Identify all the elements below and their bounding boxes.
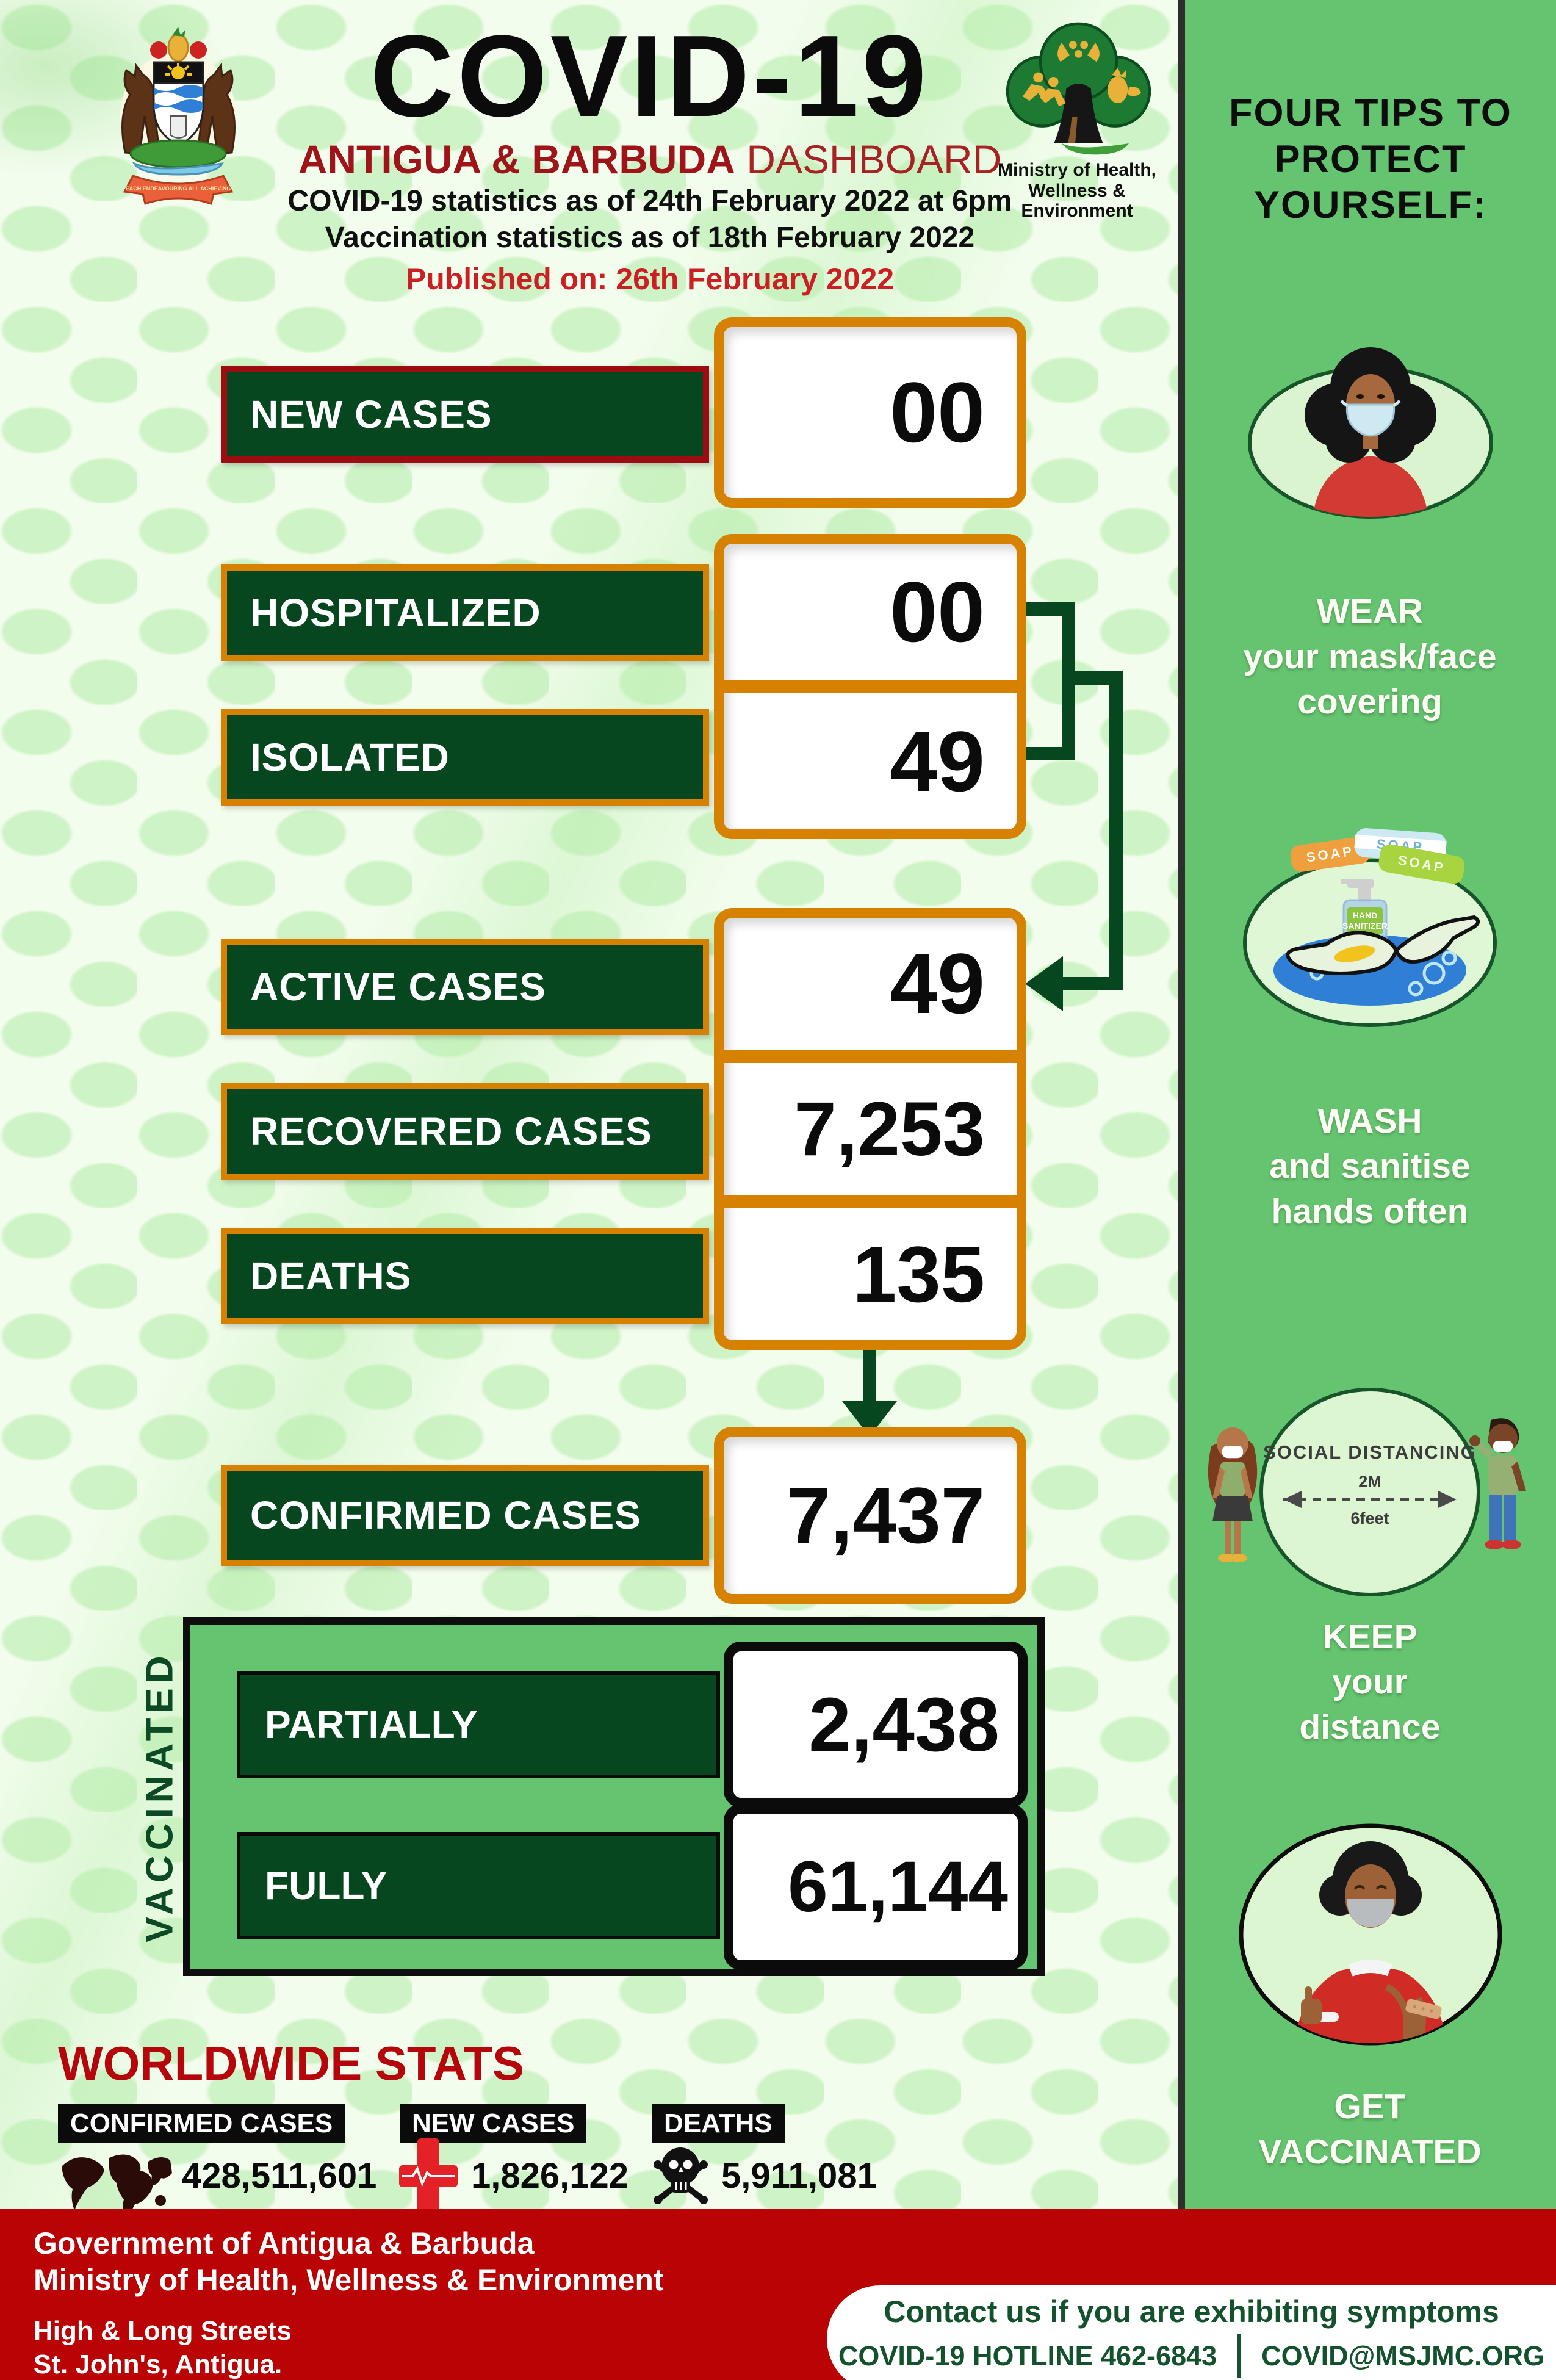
skull-crossbones-icon [654, 2147, 708, 2204]
contact-title: Contact us if you are exhibiting symptom… [884, 2295, 1499, 2329]
worldwide-deaths-value: 5,911,081 [721, 2155, 877, 2196]
distancing-man-figure [1469, 1418, 1526, 1549]
social-distancing-illustration: SOCIAL DISTANCING 2M 6feet [1208, 1388, 1526, 1596]
footer-ministry-line: Ministry of Health, Wellness & Environme… [34, 2263, 664, 2297]
isolated-label: ISOLATED [221, 709, 709, 806]
subtitle-dashboard: DASHBOARD [735, 137, 1002, 182]
antigua-barbuda-coat-of-arms-icon: EACH ENDEAVOURING ALL ACHIEVING [120, 27, 236, 205]
isolated-value: 49 [890, 713, 985, 809]
world-map-icon [62, 2154, 172, 2215]
confirmed-cases-label: CONFIRMED CASES [221, 1465, 709, 1566]
worldwide-deaths-chip: DEATHS [652, 2104, 785, 2143]
confirmed-cases-value-box: 7,437 [714, 1427, 1026, 1604]
connector-rail [1109, 671, 1123, 990]
worldwide-stats-title: WORLDWIDE STATS [58, 2036, 525, 2090]
deaths-value: 135 [852, 1230, 985, 1319]
ministry-logo-caption: Ministry of Health, Wellness & Environme… [997, 160, 1157, 222]
worldwide-new-value: 1,826,122 [471, 2155, 629, 2196]
worldwide-confirmed-chip: CONFIRMED CASES [58, 2104, 345, 2143]
wash-hands-illustration: SOAP SOAP SOAP HAND SANITIZER [1243, 828, 1497, 1027]
connector-step [1062, 671, 1123, 685]
partially-vaccinated-value-box: 2,438 [724, 1642, 1028, 1808]
connector-active-line [1059, 977, 1123, 990]
tips-heading: FOUR TIPS TO PROTECT YOURSELF: [1229, 92, 1512, 227]
active-recovered-deaths-value-box: 49 7,253 135 [714, 908, 1026, 1350]
vaccinated-side-label: VACCINATED [139, 1651, 181, 1942]
svg-text:SANITIZER: SANITIZER [1342, 921, 1388, 931]
fully-vaccinated-label: FULLY [237, 1832, 720, 1939]
social-distance-2m: 2M [1358, 1473, 1381, 1491]
vaccinated-person-illustration [1239, 1823, 1502, 2046]
worldwide-new-chip: NEW CASES [400, 2104, 587, 2143]
partially-vaccinated-label: PARTIALLY [237, 1671, 720, 1778]
new-cases-value: 00 [890, 364, 985, 460]
hospitalized-isolated-value-box: 00 49 [714, 534, 1026, 839]
footer-street-line: High & Long Streets [34, 2316, 292, 2346]
deaths-label: DEATHS [221, 1228, 709, 1324]
fully-vaccinated-value: 61,144 [788, 1847, 1008, 1927]
active-cases-label: ACTIVE CASES [221, 939, 709, 1035]
recovered-cases-label: RECOVERED CASES [221, 1083, 709, 1180]
hospitalized-label: HOSPITALIZED [221, 564, 709, 661]
active-cases-value: 49 [890, 936, 985, 1031]
tip-wash-text: WASH and sanitise hands often [1269, 1102, 1471, 1231]
svg-text:HAND: HAND [1353, 911, 1377, 920]
footer-city-line: St. John's, Antigua. [34, 2349, 283, 2379]
tip-wear-text: WEAR your mask/face covering [1243, 592, 1497, 722]
medical-cross-icon [399, 2138, 458, 2214]
hotline-number: COVID-19 HOTLINE 462-6843 [838, 2340, 1217, 2371]
new-cases-label: NEW CASES [221, 366, 709, 463]
mask-person-illustration [1248, 347, 1493, 519]
value-divider [724, 680, 1017, 693]
fully-vaccinated-value-box: 61,144 [724, 1804, 1028, 1970]
contact-panel: Contact us if you are exhibiting symptom… [827, 2285, 1556, 2380]
contact-email: COVID@MSJMC.ORG [1261, 2340, 1545, 2371]
confirmed-cases-value: 7,437 [786, 1471, 985, 1560]
footer-gov-line: Government of Antigua & Barbuda [34, 2226, 535, 2260]
social-distancing-title: SOCIAL DISTANCING [1263, 1441, 1477, 1463]
value-divider [724, 1195, 1017, 1208]
hospitalized-value: 00 [890, 563, 985, 660]
coat-of-arms-motto: EACH ENDEAVOURING ALL ACHIEVING [126, 186, 231, 192]
value-divider [724, 1050, 1017, 1063]
tip-distance-text: KEEP your distance [1299, 1617, 1441, 1747]
distancing-woman-figure [1208, 1427, 1258, 1562]
partially-vaccinated-value: 2,438 [809, 1682, 1000, 1767]
tip-vaccinated-text: GET VACCINATED [1258, 2087, 1482, 2172]
page-title: COVID-19 [370, 12, 930, 141]
subtitle-country: ANTIGUA & BARBUDA [298, 137, 735, 182]
recovered-cases-value: 7,253 [794, 1086, 985, 1172]
social-distance-6feet: 6feet [1350, 1509, 1389, 1527]
connector-confirmed-vertical [863, 1350, 876, 1402]
contact-divider [1237, 2334, 1241, 2378]
arrow-into-active-icon [1025, 956, 1063, 1011]
worldwide-confirmed-value: 428,511,601 [182, 2155, 377, 2196]
vaccination-asof-line: Vaccination statistics as of 18th Februa… [325, 222, 975, 254]
stats-asof-line: COVID-19 statistics as of 24th February … [287, 185, 1012, 217]
footer-address-block: Government of Antigua & Barbuda Ministry… [34, 2225, 664, 2380]
new-cases-value-box: 00 [714, 317, 1026, 508]
published-line: Published on: 26th February 2022 [405, 262, 895, 296]
page-subtitle: ANTIGUA & BARBUDA DASHBOARD [183, 139, 1117, 179]
vertical-divider [1178, 0, 1185, 2209]
ministry-of-health-logo [1006, 22, 1151, 155]
